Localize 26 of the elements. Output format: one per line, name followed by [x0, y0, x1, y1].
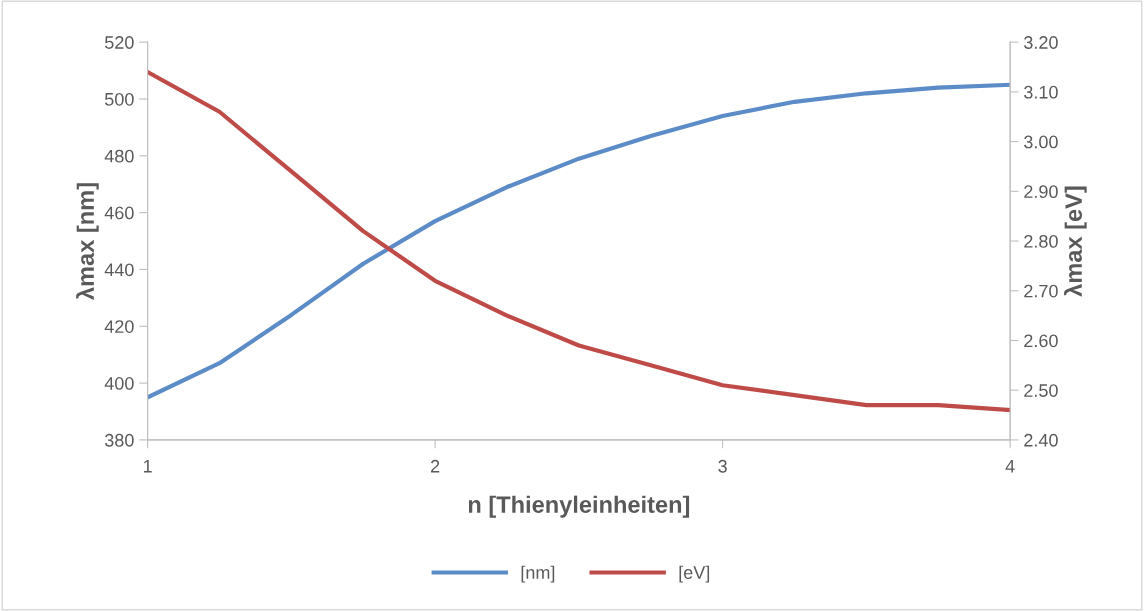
y-tick-label: 380 — [104, 433, 134, 447]
x-tick-label: 1 — [143, 460, 152, 473]
y2-tick-label: 2.80 — [1024, 234, 1058, 248]
legend-label: [eV] — [679, 565, 710, 583]
y-tick-label: 420 — [104, 320, 134, 333]
y-tick-label: 460 — [104, 206, 134, 220]
y2-tick-label: 2.90 — [1024, 185, 1058, 199]
y-tick-label: 480 — [104, 149, 134, 163]
x-tick-label: 2 — [430, 459, 440, 473]
x-tick-label: 3 — [718, 459, 727, 473]
y2-tick-label: 3.10 — [1024, 85, 1058, 99]
y2-tick-label: 2.70 — [1024, 284, 1058, 298]
x-tick-label: 4 — [1005, 460, 1015, 473]
y2-tick-label: 2.50 — [1024, 384, 1058, 397]
y2-axis-title: λmax [eV] — [1064, 186, 1087, 297]
y2-tick-label: 2.40 — [1024, 433, 1058, 447]
y2-tick-label: 3.00 — [1024, 135, 1058, 149]
y2-tick-label: 3.20 — [1024, 36, 1058, 49]
y2-tick-label: 2.60 — [1024, 334, 1058, 348]
x-axis-title: n [Thienyleinheiten] — [468, 495, 690, 518]
y-tick-label: 440 — [104, 263, 134, 277]
y-tick-label: 500 — [104, 92, 134, 106]
y-tick-label: 520 — [104, 36, 134, 49]
legend-label: [nm] — [521, 565, 555, 583]
y-tick-label: 400 — [104, 377, 134, 390]
y-axis-title: λmax [nm] — [76, 183, 99, 300]
